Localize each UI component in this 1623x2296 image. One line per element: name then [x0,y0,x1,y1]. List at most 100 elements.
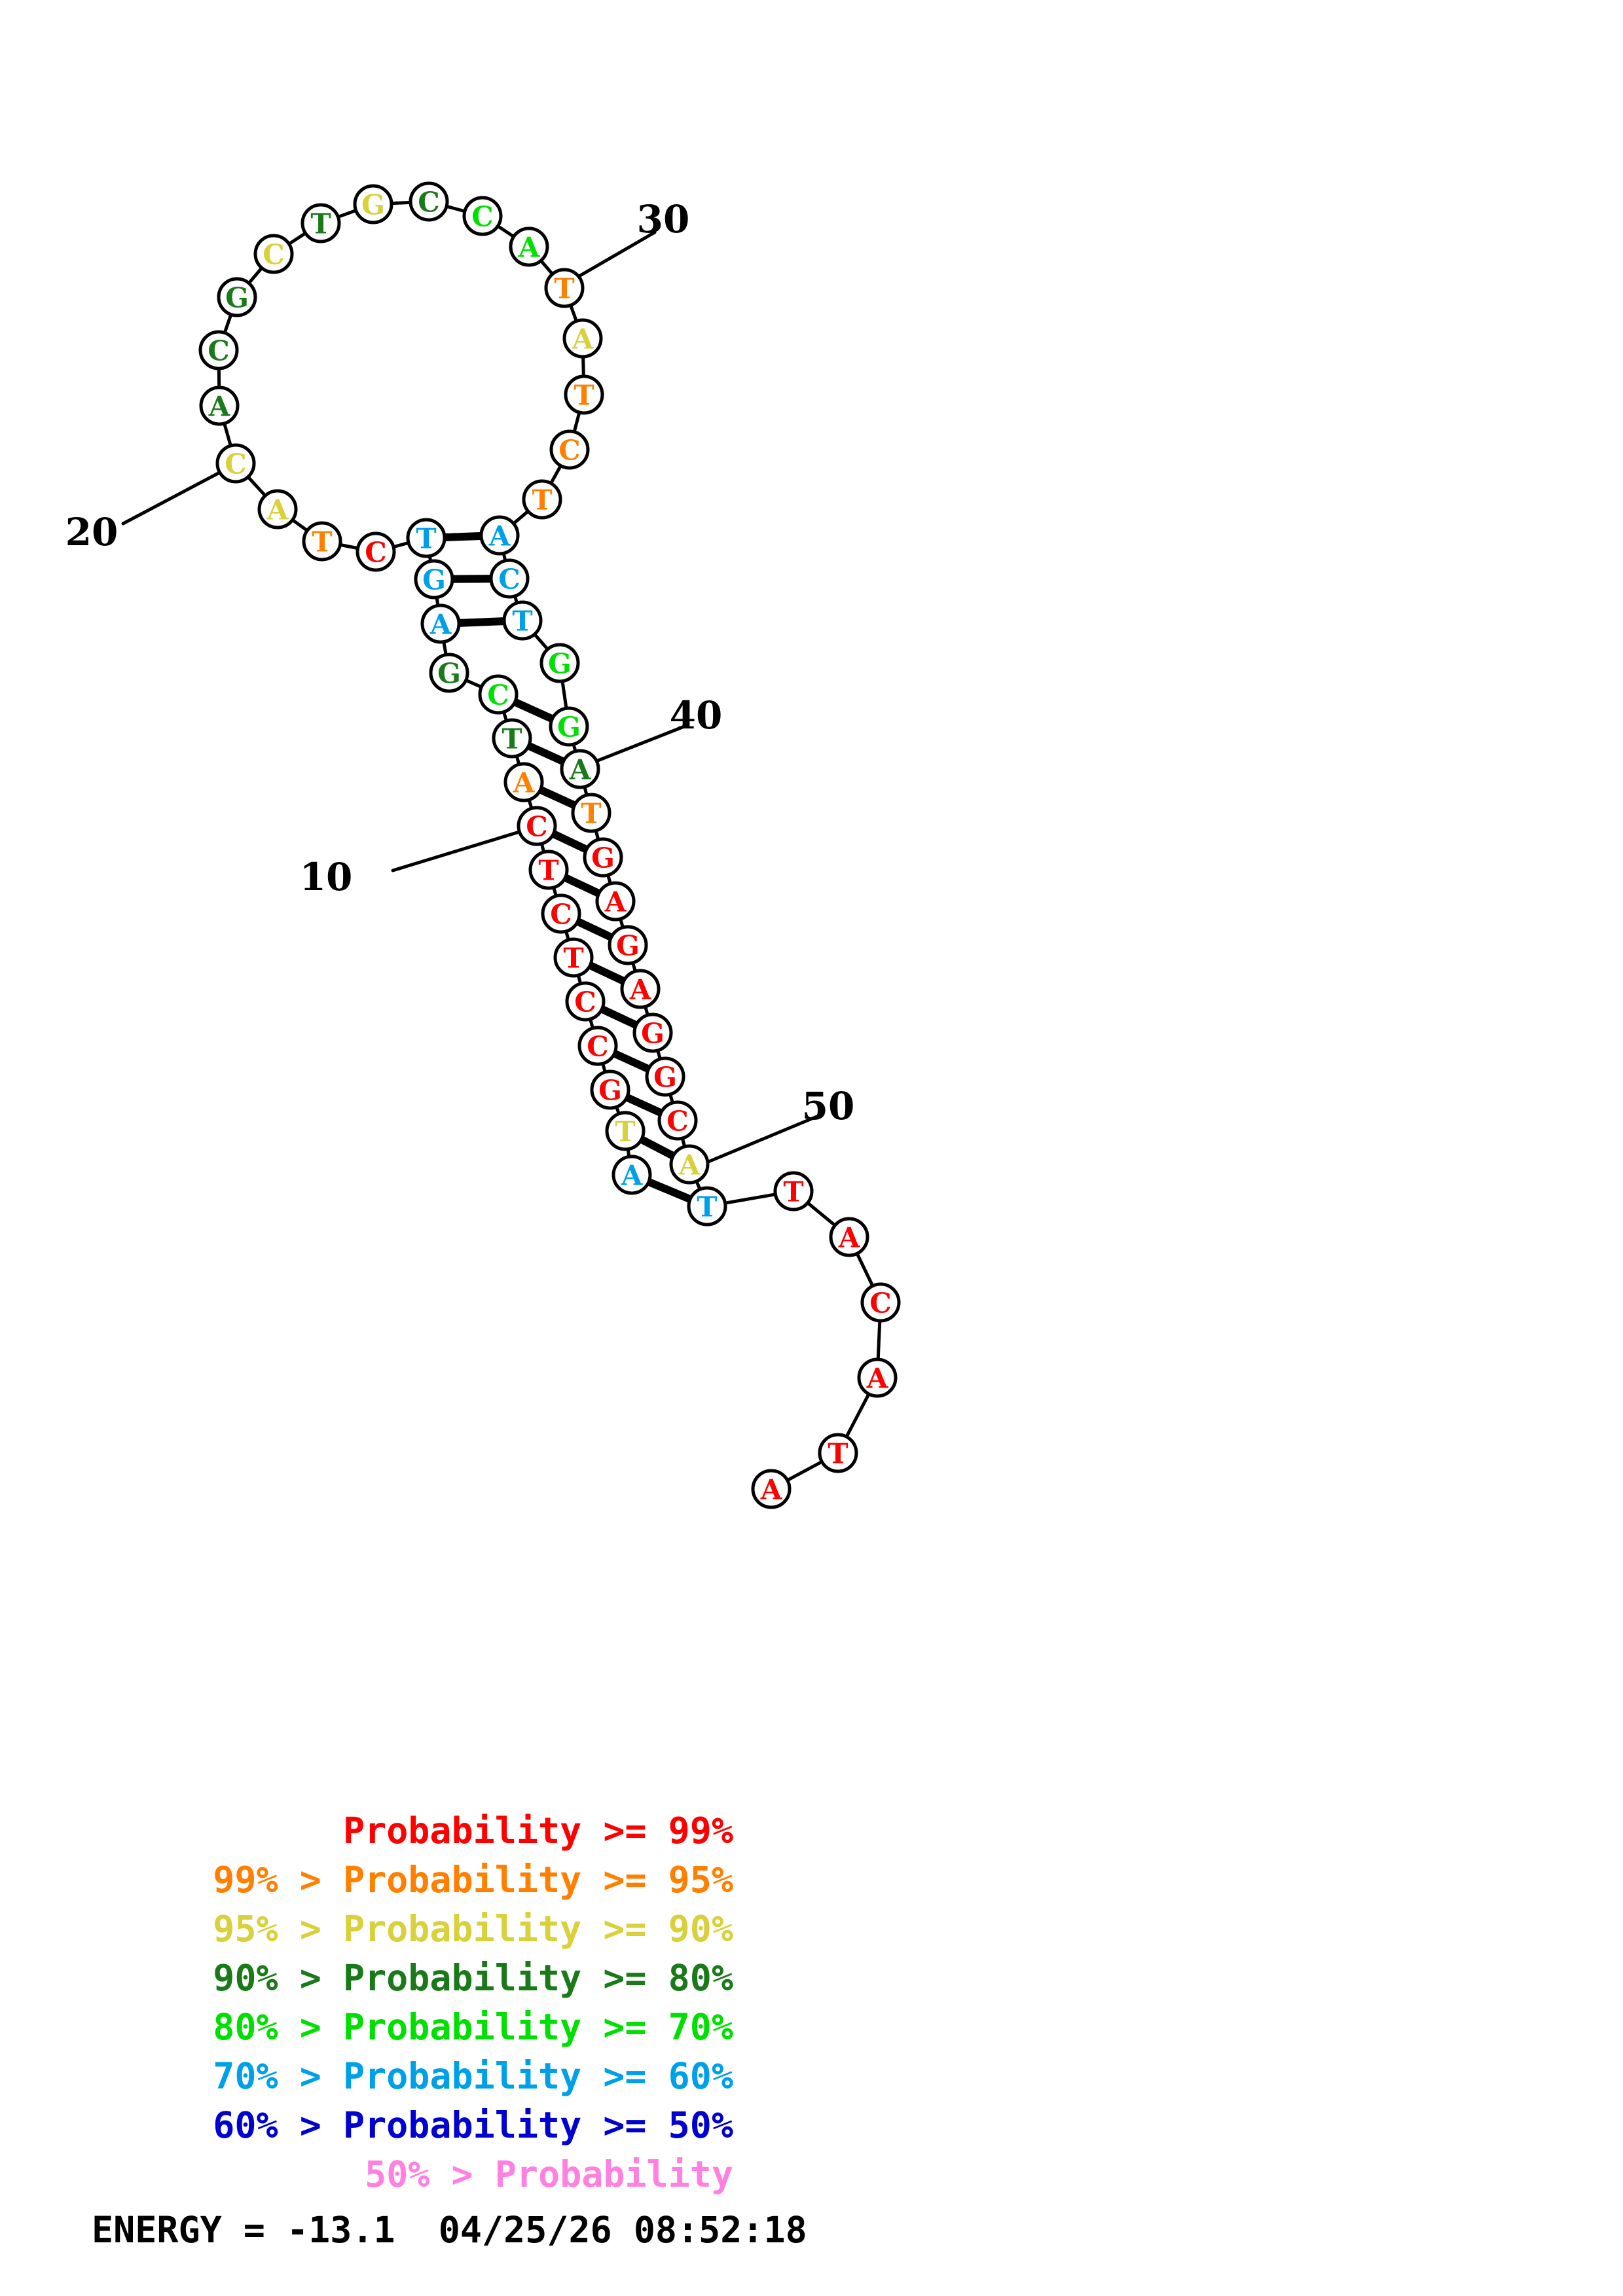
nucleotide-node[interactable]: T [406,518,447,558]
nucleotide-base-letter: G [653,1062,677,1094]
nucleotide-node[interactable]: G [429,653,469,693]
legend-row: 99% > Probability >= 95% [213,1859,733,1901]
nucleotide-node[interactable]: T [605,1111,646,1151]
nucleotide-node[interactable]: A [857,1357,898,1398]
nucleotide-node[interactable]: T [818,1433,858,1473]
nucleotide-node[interactable]: C [549,429,590,470]
nucleotide-node[interactable]: A [479,515,520,556]
nucleotide-base-letter: T [512,605,532,637]
nucleotide-node[interactable]: C [657,1100,698,1141]
nucleotide-node[interactable]: C [253,234,294,274]
legend-row: 60% > Probability >= 50% [213,2104,733,2146]
nucleotide-base-letter: T [574,380,594,412]
nucleotide-node[interactable]: A [620,969,661,1009]
nucleotide-base-letter: G [422,564,446,596]
nucleotide-base-letter: C [666,1105,688,1138]
nucleotide-node[interactable]: C [565,981,606,1022]
nucleotide-base-letter: G [548,648,572,680]
nucleotide-base-letter: T [828,1438,848,1470]
nucleotide-base-letter: G [591,842,615,874]
position-label: 40 [670,693,723,738]
nucleotide-node[interactable]: C [215,443,256,484]
nucleotide-base-letter: A [488,520,511,552]
nucleotide-base-letter: C [365,537,386,569]
nucleotide-node[interactable]: T [687,1186,727,1227]
nucleotide-node[interactable]: G [608,925,648,965]
nucleotide-node[interactable]: T [544,268,585,308]
nucleotide-node[interactable]: T [502,600,543,641]
nucleotide-node[interactable]: A [829,1217,869,1257]
nucleotide-base-letter: A [604,886,627,918]
nucleotide-node[interactable]: C [577,1026,618,1066]
nucleotide-node[interactable]: T [301,203,341,243]
nucleotide-base-letter: T [783,1176,803,1208]
base-pair-lines [443,531,693,1204]
legend-row: 95% > Probability >= 90% [213,1908,733,1950]
nucleotide-base-letter: C [558,435,580,467]
nucleotide-node[interactable]: A [199,386,240,426]
nucleotide-node[interactable]: T [528,850,569,890]
nucleotide-base-letter: G [557,711,581,744]
nucleotide-node[interactable]: G [549,706,589,747]
legend-row: 90% > Probability >= 80% [213,1957,733,1999]
nucleotide-node[interactable]: C [198,330,239,370]
nucleotide-node[interactable]: C [478,674,519,715]
nucleotide-base-letter: G [437,658,461,690]
nucleotide-node[interactable]: C [860,1282,901,1323]
nucleotide-base-letter: A [629,974,652,1006]
nucleotide-node[interactable]: T [553,937,594,978]
nucleotide-base-letter: T [563,942,583,975]
nucleotide-node[interactable]: C [489,558,530,599]
nucleotide-base-letter: A [518,232,541,264]
nucleotide-base-letter: C [550,899,572,931]
nucleotide-node[interactable]: A [420,603,461,644]
nucleotide-base-letter: T [416,523,436,555]
nucleotide-node[interactable]: T [302,521,342,562]
nucleotide-base-letter: T [538,855,558,887]
nucleotide-node[interactable]: T [492,718,532,759]
nucleotide-base-letter: C [208,335,229,367]
nucleotide-base-letter: C [869,1287,891,1319]
nucleotide-base-letter: A [760,1474,783,1506]
nucleotide-node[interactable]: A [509,226,549,267]
nucleotide-node[interactable]: C [356,531,396,572]
nucleotide-node[interactable]: T [571,793,611,833]
nucleotide-node[interactable]: A [503,762,544,802]
nucleotide-node[interactable]: T [522,479,562,520]
nucleotide-node[interactable]: C [517,806,557,846]
nucleotide-node[interactable]: A [560,749,600,789]
nucleotide-node[interactable]: G [590,1069,630,1110]
nucleotide-node[interactable]: C [462,196,503,236]
position-labels: 10 20 30 40 50 [65,197,855,1128]
nucleotide-node[interactable]: A [669,1144,710,1185]
nucleotide-node[interactable]: G [414,559,454,600]
nucleotide-base-letter: A [572,323,594,355]
nucleotide-node[interactable]: A [257,489,298,529]
nucleotide-base-letter: C [498,564,520,596]
nucleotide-base-letter: G [361,189,385,221]
nucleotide-base-letter: C [263,239,284,271]
position-leader-lines [121,230,820,1164]
nucleotide-node[interactable]: G [583,837,623,878]
nucleotide-node[interactable]: G [539,643,580,683]
nucleotide-node[interactable]: G [645,1056,685,1097]
nucleotide-node[interactable]: A [611,1155,652,1195]
nucleotide-base-letter: T [532,484,552,516]
nucleotide-node[interactable]: G [217,277,257,317]
nucleotide-base-letter: G [225,282,249,314]
nucleotide-node[interactable]: C [541,893,581,934]
energy-timestamp-line: ENERGY = -13.1 04/25/26 08:52:18 [92,2209,807,2251]
nucleotide-base-letter: C [487,679,509,711]
nucleotide-base-letter: A [569,754,592,786]
nucleotide-node[interactable]: G [632,1013,673,1053]
nucleotide-node[interactable]: A [562,318,603,359]
nucleotide-node[interactable]: G [353,184,393,224]
nucleotide-base-letter: T [501,723,522,755]
nucleotide-node[interactable]: C [409,181,449,222]
nucleotide-node[interactable]: T [773,1171,814,1211]
nucleotide-node[interactable]: A [595,881,636,922]
nucleotide-node[interactable]: A [751,1469,792,1509]
nucleotide-node[interactable]: T [564,374,604,415]
